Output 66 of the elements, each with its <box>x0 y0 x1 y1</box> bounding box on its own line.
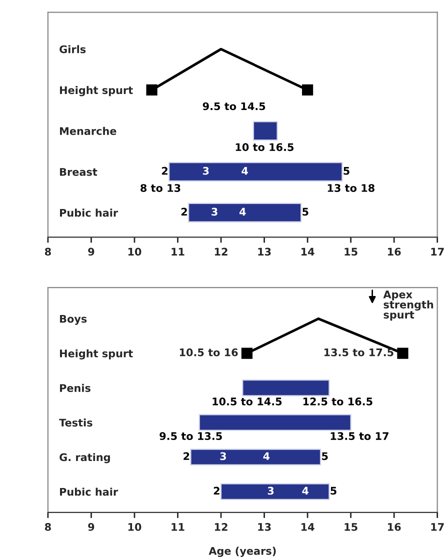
annotation: 2 <box>162 166 168 175</box>
annotation: 3 <box>220 452 226 460</box>
x-tick-label: 10 <box>128 248 142 256</box>
y-tick-label: Boys <box>60 315 87 325</box>
x-tick-label: 17 <box>431 248 444 256</box>
bar <box>198 414 352 431</box>
bar <box>242 380 330 396</box>
x-axis-title: Age (years) <box>208 546 276 557</box>
y-tick-label: Penis <box>60 384 90 392</box>
annotation: 10.5 to 16 <box>180 348 238 356</box>
x-tick-label: 10 <box>128 523 142 531</box>
annotation: 2 <box>184 452 190 460</box>
annotation: 5 <box>330 486 336 495</box>
y-tick-label: Menarche <box>60 126 116 135</box>
y-tick-label: Pubic hair <box>60 488 118 496</box>
y-tick-label: Height spurt <box>60 86 133 96</box>
bar <box>188 202 302 222</box>
annotation: 9.5 to 14.5 <box>202 102 266 110</box>
x-tick-label: 12 <box>214 523 228 531</box>
annotation: 3 <box>212 208 218 216</box>
bar <box>190 448 322 466</box>
x-tick-label: 14 <box>301 523 314 531</box>
x-tick-label: 12 <box>214 248 228 256</box>
annotation: 5 <box>344 167 350 175</box>
annotation: 2 <box>181 208 187 216</box>
y-tick-label: G. rating <box>60 453 110 464</box>
annotation: 4 <box>302 486 309 495</box>
annotation: 9.5 to 13.5 <box>160 432 222 440</box>
annotation: 4 <box>242 167 248 175</box>
x-tick-label: 9 <box>88 523 94 531</box>
annotation: 10.5 to 14.5 <box>212 398 282 406</box>
bar <box>252 121 278 141</box>
annotation: 4 <box>263 452 270 460</box>
x-tick-label: 16 <box>388 523 401 531</box>
x-tick-label: 9 <box>88 248 94 256</box>
annotation: 4 <box>239 208 246 216</box>
x-tick-label: 11 <box>172 523 184 531</box>
annotation: Apex strength spurt <box>383 290 434 321</box>
x-tick-label: 13 <box>258 523 271 531</box>
annotation: 8 to 13 <box>140 184 180 192</box>
annotation: 5 <box>302 208 308 216</box>
annotation: 3 <box>268 486 274 495</box>
y-tick-label: Pubic hair <box>60 208 118 217</box>
y-tick-label: Testis <box>59 418 92 427</box>
annotation: 3 <box>202 166 209 175</box>
annotation: 12.5 to 16.5 <box>303 398 372 406</box>
x-tick-label: 8 <box>44 248 51 256</box>
y-tick-label: Girls <box>60 45 86 54</box>
annotation: 2 <box>214 486 220 495</box>
annotation: 13.5 to 17 <box>330 432 388 440</box>
x-tick-label: 15 <box>344 523 358 531</box>
x-tick-label: 11 <box>172 248 184 256</box>
y-tick-label: Breast <box>60 168 98 176</box>
bar <box>220 483 330 500</box>
bar <box>168 162 343 182</box>
x-tick-label: 8 <box>44 523 51 531</box>
annotation: 13 to 18 <box>328 184 374 192</box>
x-tick-label: 14 <box>301 248 314 256</box>
x-tick-label: 16 <box>388 248 401 256</box>
annotation: 10 to 16.5 <box>236 143 294 152</box>
x-tick-label: 17 <box>431 523 444 531</box>
annotation: 5 <box>322 452 328 460</box>
annotation: 13.5 to 17.5 <box>324 348 394 356</box>
x-tick-label: 15 <box>344 248 358 256</box>
x-tick-label: 13 <box>258 248 271 256</box>
y-tick-label: Height spurt <box>60 349 133 360</box>
